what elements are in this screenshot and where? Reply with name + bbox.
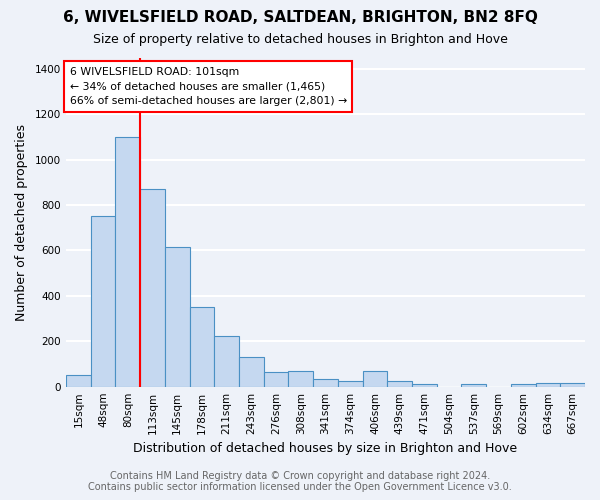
Text: 6 WIVELSFIELD ROAD: 101sqm
← 34% of detached houses are smaller (1,465)
66% of s: 6 WIVELSFIELD ROAD: 101sqm ← 34% of deta… bbox=[70, 66, 347, 106]
Bar bbox=[264, 372, 289, 386]
Bar bbox=[140, 189, 165, 386]
Bar bbox=[214, 336, 239, 386]
Bar bbox=[313, 378, 338, 386]
Bar bbox=[388, 381, 412, 386]
Bar bbox=[289, 371, 313, 386]
Text: Contains HM Land Registry data © Crown copyright and database right 2024.
Contai: Contains HM Land Registry data © Crown c… bbox=[88, 471, 512, 492]
Bar bbox=[412, 384, 437, 386]
Bar bbox=[362, 371, 388, 386]
Text: Size of property relative to detached houses in Brighton and Hove: Size of property relative to detached ho… bbox=[92, 32, 508, 46]
Y-axis label: Number of detached properties: Number of detached properties bbox=[15, 124, 28, 320]
Bar bbox=[338, 381, 362, 386]
X-axis label: Distribution of detached houses by size in Brighton and Hove: Distribution of detached houses by size … bbox=[133, 442, 518, 455]
Bar bbox=[511, 384, 536, 386]
Bar bbox=[190, 307, 214, 386]
Bar bbox=[66, 376, 91, 386]
Bar bbox=[536, 384, 560, 386]
Bar bbox=[239, 357, 264, 386]
Bar bbox=[165, 247, 190, 386]
Bar bbox=[91, 216, 115, 386]
Text: 6, WIVELSFIELD ROAD, SALTDEAN, BRIGHTON, BN2 8FQ: 6, WIVELSFIELD ROAD, SALTDEAN, BRIGHTON,… bbox=[62, 10, 538, 25]
Bar bbox=[115, 137, 140, 386]
Bar bbox=[560, 384, 585, 386]
Bar bbox=[461, 384, 486, 386]
